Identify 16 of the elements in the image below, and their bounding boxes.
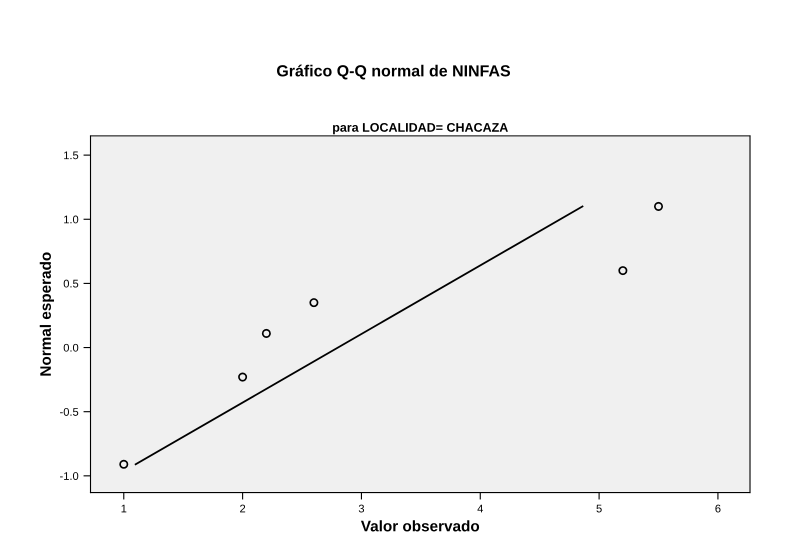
x-tick-label: 3 (358, 504, 364, 512)
y-tick-label: 1.0 (64, 216, 78, 224)
y-tick-label: 0.0 (64, 344, 78, 352)
y-axis-title: Normal esperado (40, 252, 54, 376)
x-tick-label: 6 (715, 504, 721, 512)
y-tick-label: -0.5 (60, 408, 78, 416)
x-tick-label: 2 (240, 504, 246, 512)
x-tick-label: 1 (122, 504, 126, 512)
y-tick-label: 0.5 (64, 280, 78, 288)
y-tick-label: -1.0 (60, 472, 78, 480)
x-tick-label: 5 (596, 504, 602, 512)
x-tick-label: 4 (477, 504, 484, 512)
chart-title: Gráfico Q-Q normal de NINFAS (277, 64, 510, 80)
x-axis-title: Valor observado (360, 520, 480, 532)
y-tick-label: 1.5 (64, 152, 78, 160)
chart-subtitle: para LOCALIDAD= CHACAZA (333, 122, 508, 134)
